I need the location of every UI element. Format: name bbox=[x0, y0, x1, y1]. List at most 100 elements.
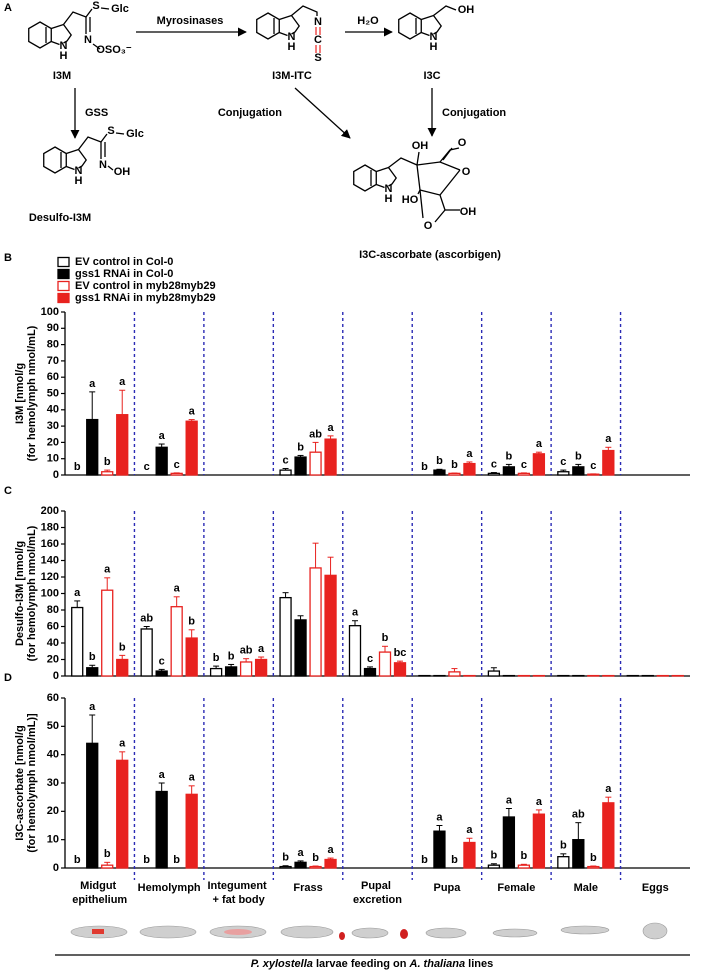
y-tick-label: 0 bbox=[53, 862, 59, 874]
atom-label: H bbox=[385, 193, 393, 205]
significance-letter: b bbox=[451, 854, 458, 866]
significance-letter: b bbox=[282, 852, 289, 864]
significance-letter: c bbox=[174, 459, 180, 471]
y-tick-label: 40 bbox=[47, 749, 59, 761]
atom-label: HO bbox=[402, 194, 419, 206]
atom-label: OH bbox=[114, 166, 131, 178]
atom-label: S bbox=[107, 125, 114, 137]
atom-label: OH bbox=[460, 206, 477, 218]
bond bbox=[51, 40, 60, 46]
bond bbox=[279, 31, 288, 37]
x-tick-label: Male bbox=[574, 882, 598, 894]
legend-swatch bbox=[57, 280, 70, 292]
bar bbox=[294, 456, 307, 476]
significance-letter: a bbox=[174, 583, 181, 595]
x-tick-label: Female bbox=[497, 882, 535, 894]
bar bbox=[393, 662, 407, 677]
bar bbox=[324, 574, 337, 677]
y-tick-label: 20 bbox=[47, 805, 59, 817]
bond bbox=[66, 148, 87, 169]
significance-letter: ab bbox=[309, 428, 322, 440]
significance-letter: a bbox=[258, 643, 265, 655]
significance-letter: a bbox=[536, 438, 543, 450]
significance-letter: a bbox=[297, 847, 304, 859]
y-tick-label: 40 bbox=[47, 637, 59, 649]
atom-label: Glc bbox=[111, 3, 129, 15]
y-tick-label: 70 bbox=[47, 355, 59, 367]
bar bbox=[487, 472, 501, 476]
atom-label: N bbox=[314, 16, 322, 28]
bar bbox=[363, 667, 377, 677]
bond bbox=[419, 189, 424, 219]
significance-letter: b bbox=[421, 854, 428, 866]
significance-letter: a bbox=[352, 607, 359, 619]
significance-letter: c bbox=[282, 454, 288, 466]
bar bbox=[309, 865, 322, 869]
legend-label: gss1 RNAi in Col-0 bbox=[75, 268, 173, 280]
atom-label: OSO₃⁻ bbox=[96, 44, 132, 56]
significance-letter: b bbox=[188, 616, 195, 628]
bar bbox=[279, 469, 292, 476]
bar bbox=[309, 451, 322, 476]
significance-letter: ab bbox=[240, 645, 253, 657]
y-tick-label: 30 bbox=[47, 777, 59, 789]
bar bbox=[324, 858, 337, 869]
legend-label: gss1 RNAi in myb28myb29 bbox=[75, 292, 216, 304]
bar bbox=[116, 759, 129, 869]
legend-swatch bbox=[57, 268, 70, 280]
significance-letter: c bbox=[144, 461, 150, 473]
bond bbox=[51, 23, 72, 44]
significance-letter: b bbox=[213, 652, 220, 664]
bond bbox=[291, 5, 318, 17]
significance-letter: b bbox=[119, 641, 126, 653]
legend-swatch bbox=[57, 256, 70, 268]
significance-letter: c bbox=[367, 653, 373, 665]
bar bbox=[532, 453, 546, 476]
arrow bbox=[294, 87, 351, 139]
significance-letter: c bbox=[521, 459, 527, 471]
significance-letter: c bbox=[590, 460, 596, 472]
bond bbox=[416, 161, 461, 171]
bond bbox=[43, 146, 67, 174]
bond bbox=[388, 157, 418, 169]
significance-letter: b bbox=[491, 850, 498, 862]
bond bbox=[107, 165, 114, 171]
arrow-label: Myrosinases bbox=[157, 15, 224, 27]
bar bbox=[487, 670, 501, 677]
compound-name: I3M-ITC bbox=[272, 70, 312, 82]
significance-letter: b bbox=[297, 441, 304, 453]
atom-label: O bbox=[462, 166, 471, 178]
atom-label: N bbox=[385, 183, 393, 195]
atom-label: H bbox=[75, 175, 83, 187]
atom-label: O bbox=[424, 220, 433, 232]
bar bbox=[239, 661, 253, 677]
y-axis-title: (for hemolymph nmol/mL)] bbox=[26, 713, 38, 853]
panel-label: D bbox=[4, 672, 12, 684]
significance-letter: b bbox=[421, 461, 428, 473]
y-tick-label: 60 bbox=[47, 371, 59, 383]
larvae-row bbox=[70, 922, 668, 940]
significance-letter: b bbox=[312, 852, 319, 864]
bond bbox=[376, 166, 397, 187]
bar bbox=[517, 864, 531, 869]
bar bbox=[517, 472, 531, 476]
footer-part: lines bbox=[465, 958, 493, 970]
x-tick-label: Hemolymph bbox=[138, 882, 201, 894]
significance-letter: b bbox=[228, 650, 235, 662]
bond bbox=[62, 8, 93, 25]
x-tick-label: Frass bbox=[293, 882, 322, 894]
bar bbox=[155, 790, 168, 869]
significance-letter: a bbox=[104, 564, 111, 576]
atom-label: O bbox=[458, 137, 467, 149]
x-tick-label: Eggs bbox=[642, 882, 669, 894]
compound-name: I3C-ascorbate (ascorbigen) bbox=[359, 249, 501, 261]
footer-part: P. xylostella bbox=[251, 958, 313, 970]
bar bbox=[294, 619, 307, 677]
bond bbox=[433, 5, 457, 17]
significance-letter: b bbox=[506, 450, 513, 462]
y-tick-label: 100 bbox=[41, 587, 59, 599]
significance-letter: b bbox=[104, 848, 111, 860]
legend-label: EV control in myb28myb29 bbox=[75, 280, 216, 292]
y-tick-label: 20 bbox=[47, 653, 59, 665]
bar bbox=[101, 471, 114, 476]
